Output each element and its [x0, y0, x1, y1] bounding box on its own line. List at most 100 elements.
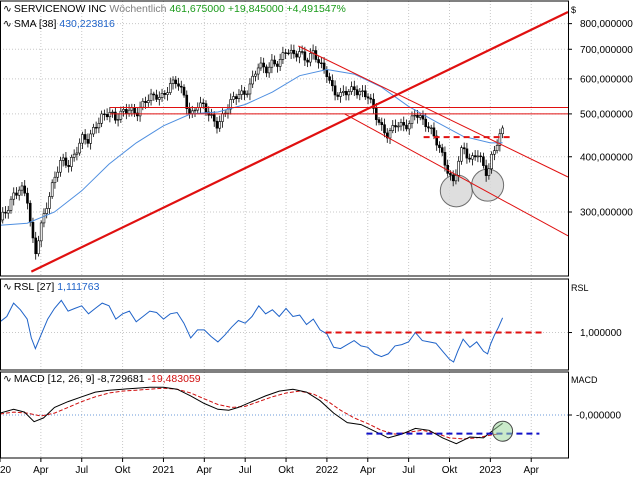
- candle: [427, 126, 430, 129]
- x-tick-label: Okt: [278, 465, 294, 476]
- candle: [136, 112, 139, 117]
- x-tick-label: Apr: [523, 465, 539, 476]
- candle: [199, 102, 202, 108]
- x-tick-label: 2020: [0, 465, 12, 476]
- candle: [416, 114, 419, 118]
- macd-label: MACD: [13, 373, 45, 385]
- candle: [259, 62, 263, 69]
- candle: [306, 59, 309, 63]
- candle: [462, 147, 466, 150]
- candle: [215, 120, 219, 129]
- x-tick-label: Apr: [360, 465, 376, 476]
- channel-upper-line: [298, 45, 569, 178]
- candle: [229, 99, 233, 110]
- candle: [322, 62, 326, 71]
- candle: [435, 135, 439, 146]
- candle: [347, 91, 351, 96]
- sma-line: [0, 68, 503, 226]
- candle: [495, 145, 499, 151]
- candle: [320, 62, 323, 65]
- panel-border: [0, 278, 569, 371]
- candle: [251, 75, 254, 85]
- candle: [31, 222, 35, 239]
- candle: [372, 98, 375, 109]
- candle: [443, 152, 447, 166]
- cycle-icon: ∿: [3, 3, 12, 15]
- axes: 2020 Apr Jul Okt 2021 Apr Jul Okt 2022 Apr Jul Okt 2…: [0, 19, 633, 476]
- candle: [490, 153, 493, 170]
- candle: [410, 115, 414, 124]
- candle: [67, 165, 70, 167]
- candle: [111, 111, 114, 114]
- candle: [34, 237, 38, 255]
- candle: [108, 112, 112, 118]
- candle: [20, 185, 24, 191]
- candle: [298, 51, 301, 58]
- candle: [383, 124, 386, 134]
- rsl-param: [27]: [36, 281, 55, 293]
- candle: [149, 93, 153, 101]
- candle: [325, 69, 329, 78]
- price-tick-label: 800,000000: [580, 19, 633, 30]
- candle: [39, 222, 43, 242]
- rsl-label: RSL: [13, 281, 34, 293]
- candle: [256, 67, 260, 75]
- candle: [168, 83, 172, 93]
- channel-lower-line: [344, 113, 569, 237]
- candle: [333, 85, 337, 96]
- candle: [487, 168, 491, 176]
- candle: [289, 49, 293, 54]
- price-panel: [0, 10, 569, 273]
- candle: [1, 211, 5, 221]
- panel-frames: [0, 0, 569, 459]
- candle: [317, 59, 320, 64]
- candle: [237, 94, 241, 99]
- macd-value: -8,729681: [97, 373, 145, 385]
- candle: [303, 51, 307, 61]
- candle: [81, 134, 84, 144]
- interval-label: Wöchentlich: [109, 3, 167, 15]
- candle: [37, 240, 40, 255]
- candle: [454, 175, 458, 182]
- candle: [262, 62, 265, 68]
- candle: [295, 53, 298, 58]
- candle: [391, 125, 395, 131]
- x-tick-label: Okt: [442, 465, 458, 476]
- candle: [245, 93, 249, 96]
- rsl-panel: [0, 299, 545, 363]
- x-tick-label: 2021: [152, 465, 175, 476]
- candle: [254, 73, 257, 77]
- candle: [48, 196, 51, 209]
- candle: [105, 114, 109, 118]
- rsl-value: 1,111763: [57, 281, 100, 293]
- candle: [193, 109, 197, 112]
- candle: [248, 83, 252, 95]
- candle: [50, 182, 54, 197]
- candle: [440, 147, 444, 153]
- candle: [15, 192, 18, 196]
- candle: [12, 192, 16, 200]
- grid-lines: [0, 1, 568, 458]
- candle: [130, 107, 134, 111]
- candle: [17, 189, 21, 196]
- candle: [465, 148, 469, 159]
- price-header: ∿ SERVICENOW INC Wöchentlich 461,675000 +…: [3, 3, 346, 15]
- candle: [328, 76, 331, 81]
- x-tick-label: 2023: [479, 465, 502, 476]
- candle: [210, 114, 213, 116]
- candle: [127, 109, 131, 114]
- candle: [380, 122, 384, 126]
- candle: [281, 52, 285, 60]
- price-axis-unit: $: [571, 5, 577, 15]
- candle: [355, 89, 359, 96]
- sma-param: [38]: [38, 18, 57, 30]
- candle: [116, 118, 120, 121]
- candle: [342, 90, 345, 93]
- candle: [218, 121, 222, 129]
- candle: [100, 113, 103, 124]
- candle: [344, 90, 348, 96]
- candle: [498, 133, 502, 146]
- candle: [122, 109, 125, 112]
- candle: [350, 86, 353, 92]
- candle: [166, 92, 169, 95]
